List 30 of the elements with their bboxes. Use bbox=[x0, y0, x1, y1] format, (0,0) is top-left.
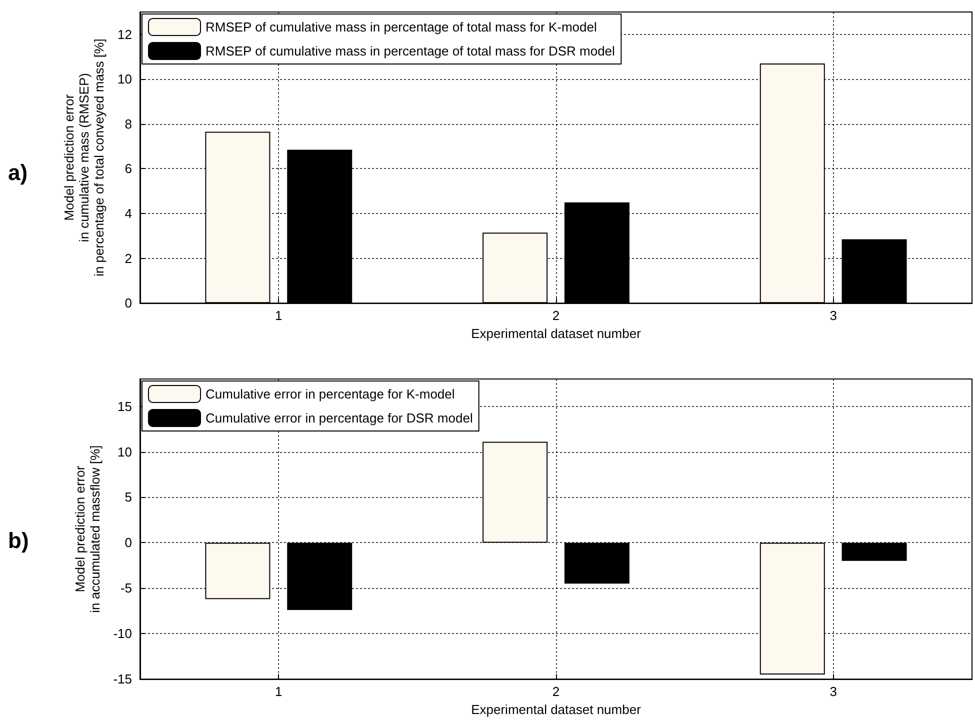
y-tick-label: 10 bbox=[118, 72, 132, 87]
y-tick-label: 0 bbox=[124, 296, 132, 311]
x-tick-label: 3 bbox=[830, 308, 837, 324]
y-tick-label: 4 bbox=[124, 206, 132, 222]
y-axis-title: Model prediction error in accumulated massflow [%] bbox=[72, 445, 102, 613]
y-tick-label: 12 bbox=[118, 26, 132, 42]
x-tick-label: 2 bbox=[552, 308, 560, 324]
y-tick-label: 8 bbox=[124, 116, 132, 132]
legend-label: RMSEP of cumulative mass in percentage of total mass for DSR model bbox=[206, 44, 616, 58]
text: a) bbox=[8, 160, 28, 185]
legend-label: RMSEP of cumulative mass in percentage of total mass for K-model bbox=[206, 20, 597, 34]
x-axis-title: Experimental dataset number bbox=[471, 702, 642, 717]
x-tick-label: 2 bbox=[552, 684, 560, 700]
x-tick-label: 3 bbox=[830, 684, 837, 700]
x-axis-title: Experimental dataset number bbox=[471, 326, 642, 341]
y-tick-label: 0 bbox=[124, 535, 132, 550]
y-tick-label: 2 bbox=[124, 250, 132, 266]
y-tick-label: -15 bbox=[113, 672, 132, 687]
y-tick-label: 10 bbox=[118, 444, 132, 460]
y-tick-label: 15 bbox=[118, 398, 132, 414]
y-tick-label: 5 bbox=[124, 490, 132, 505]
legend-label: Cumulative error in percentage for K-model bbox=[206, 386, 455, 402]
y-tick-label: -10 bbox=[113, 626, 132, 642]
text: b) bbox=[8, 528, 29, 553]
y-axis-title: Model prediction error in cumulative mass (RMSEP) in percentage of total conveyed mass [%] bbox=[62, 38, 107, 276]
legend-label: Cumulative error in percentage for DSR model bbox=[206, 410, 473, 426]
y-tick-label: -5 bbox=[120, 580, 132, 596]
x-tick-label: 1 bbox=[275, 308, 282, 324]
y-tick-label: 6 bbox=[124, 161, 132, 176]
x-tick-label: 1 bbox=[275, 684, 282, 700]
